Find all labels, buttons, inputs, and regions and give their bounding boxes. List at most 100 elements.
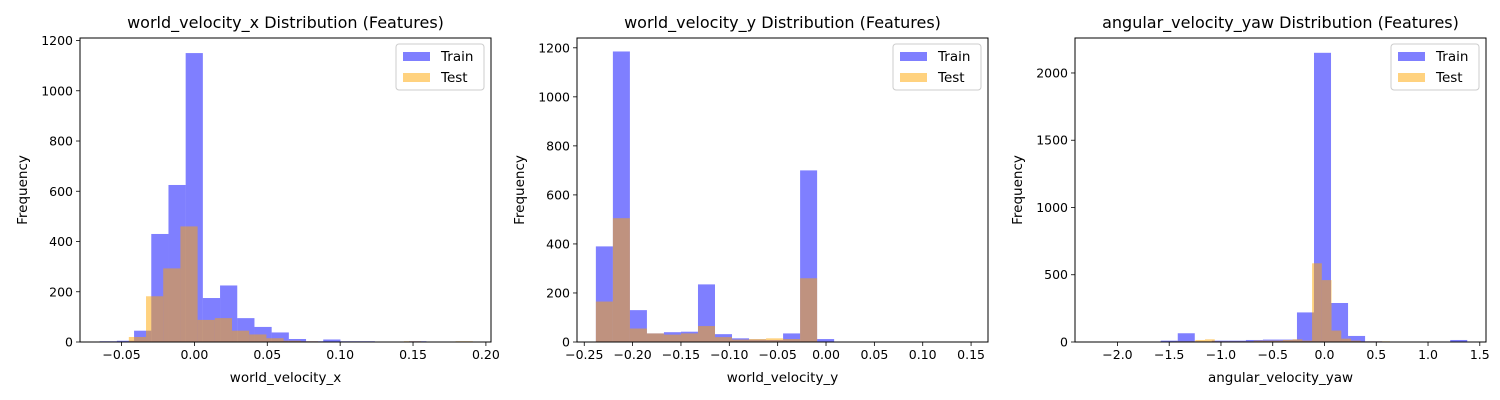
test-bar [1302, 340, 1313, 342]
chart-title: world_velocity_y Distribution (Features) [624, 13, 941, 33]
axes-frame [79, 37, 492, 343]
legend: Train Test [1390, 43, 1480, 91]
x-tick-label: 0.15 [399, 347, 427, 362]
axes-frame [576, 37, 989, 343]
x-tick-label: 1.0 [1418, 347, 1438, 362]
test-bar [732, 339, 750, 342]
y-tick-label: 600 [546, 187, 570, 202]
y-tick-label: 2000 [1036, 65, 1068, 80]
test-bar [1263, 340, 1274, 342]
test-bar [146, 296, 164, 342]
x-tick-label: −0.20 [613, 347, 651, 362]
test-bar [646, 333, 664, 342]
bars-group [1092, 52, 1468, 343]
legend: Train Test [395, 43, 485, 91]
test-bar [680, 333, 698, 342]
test-bar [766, 338, 784, 342]
test-bar [800, 278, 818, 342]
x-tick-label: 0.00 [812, 347, 840, 362]
x-axis-label: world_velocity_x [230, 370, 341, 386]
x-tick-label: −1.0 [1206, 347, 1236, 362]
y-tick-label: 200 [49, 284, 73, 299]
test-bar [749, 339, 767, 342]
train-legend-label: Train [1435, 49, 1468, 65]
test-bar [629, 328, 647, 342]
test-bar [612, 218, 630, 342]
train-bar [288, 338, 307, 342]
chart-panel-angular-velocity-yaw: −2.0 −1.5 −1.0 −0.5 0.0 0.5 1.0 1.5 0 500 1000 1500… [1010, 13, 1490, 386]
chart-panel-world-velocity-x: −0.05 0.00 0.05 0.10 0.15 0.20 0 200 400 600 800 10… [15, 13, 500, 386]
x-tick-label: 0.05 [860, 347, 888, 362]
test-bar [283, 340, 301, 342]
y-tick-label: 0 [562, 335, 570, 350]
x-tick-label: −0.10 [710, 347, 748, 362]
test-bar [163, 268, 181, 342]
train-bar [1296, 312, 1314, 342]
test-bar [1273, 340, 1283, 342]
test-bar [595, 301, 613, 342]
test-bar [1312, 263, 1322, 342]
x-tick-label: −0.05 [759, 347, 797, 362]
x-tick-label: −0.5 [1258, 347, 1288, 362]
x-axis-label: angular_velocity_yaw [1208, 370, 1353, 386]
x-tick-label: 0.15 [957, 347, 985, 362]
train-bar [783, 333, 801, 342]
test-bar [249, 334, 267, 342]
test-bar [783, 339, 801, 342]
chart-panel-world-velocity-y: −0.25 −0.20 −0.15 −0.10 −0.05 0.00 0.05 0.10 0.1… [512, 13, 989, 386]
y-tick-label: 800 [49, 134, 73, 149]
x-tick-label: −0.05 [102, 347, 140, 362]
x-tick-label: 0.0 [1315, 347, 1335, 362]
train-legend-swatch [403, 52, 430, 61]
y-axis-label: Frequency [1010, 155, 1026, 225]
y-tick-label: 1500 [1036, 133, 1068, 148]
bars-group [595, 51, 971, 342]
x-tick-label: −0.25 [565, 347, 603, 362]
y-tick-label: 600 [49, 184, 73, 199]
test-legend-label: Test [937, 70, 965, 86]
test-legend-swatch [1398, 73, 1425, 82]
train-legend-swatch [900, 52, 927, 61]
y-axis-label: Frequency [512, 155, 528, 225]
test-bar [1292, 339, 1303, 342]
bars-group [99, 53, 473, 342]
train-bar [134, 330, 152, 342]
train-legend-label: Train [440, 49, 473, 65]
train-legend-label: Train [937, 49, 970, 65]
test-bar [1331, 330, 1342, 342]
x-tick-label: −2.0 [1102, 347, 1132, 362]
test-legend-label: Test [1435, 70, 1463, 86]
test-bar [1253, 340, 1264, 342]
y-tick-label: 1000 [538, 89, 570, 104]
test-bar [128, 336, 147, 342]
train-bar [1348, 335, 1366, 342]
y-tick-label: 1200 [538, 40, 570, 55]
x-tick-label: 0.10 [326, 347, 354, 362]
test-bar [214, 318, 233, 342]
test-legend-swatch [403, 73, 430, 82]
axes-frame [1074, 37, 1487, 343]
test-bar [197, 319, 215, 342]
y-tick-label: 200 [546, 285, 570, 300]
chart-title: angular_velocity_yaw Distribution (Featu… [1102, 13, 1459, 33]
x-tick-label: 0.20 [472, 347, 500, 362]
test-bar [1195, 339, 1206, 342]
train-bar [271, 332, 289, 342]
test-legend-swatch [900, 73, 927, 82]
test-bar [1341, 338, 1351, 342]
test-bar [1321, 280, 1332, 342]
train-legend-swatch [1398, 52, 1425, 61]
x-tick-label: 1.5 [1470, 347, 1490, 362]
test-bar [715, 337, 733, 342]
y-tick-label: 400 [49, 234, 73, 249]
train-bar [1450, 339, 1468, 342]
y-tick-label: 1000 [41, 83, 73, 98]
x-tick-label: 0.10 [909, 347, 937, 362]
y-tick-label: 1000 [1036, 200, 1068, 215]
train-bar [1160, 340, 1178, 342]
test-bar [697, 326, 715, 342]
y-tick-label: 0 [65, 335, 73, 350]
chart-title: world_velocity_x Distribution (Features) [127, 13, 444, 33]
test-bar [180, 226, 198, 342]
